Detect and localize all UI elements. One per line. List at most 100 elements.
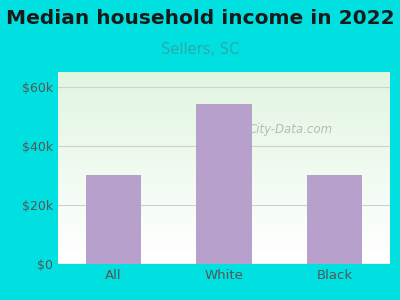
Bar bbox=[58, 178, 390, 179]
Bar bbox=[58, 120, 390, 122]
Bar bbox=[58, 212, 390, 214]
Bar bbox=[58, 89, 390, 91]
Bar bbox=[58, 216, 390, 218]
Bar bbox=[58, 220, 390, 222]
Bar bbox=[58, 230, 390, 231]
Bar bbox=[58, 199, 390, 201]
Bar bbox=[58, 195, 390, 197]
Bar bbox=[58, 162, 390, 164]
Bar bbox=[58, 93, 390, 95]
Bar bbox=[58, 126, 390, 128]
Bar bbox=[58, 174, 390, 176]
Bar bbox=[58, 128, 390, 130]
Bar bbox=[58, 201, 390, 203]
Bar bbox=[58, 176, 390, 178]
Bar bbox=[58, 241, 390, 243]
Bar bbox=[58, 187, 390, 189]
Bar bbox=[58, 258, 390, 260]
Bar bbox=[58, 143, 390, 145]
Bar bbox=[58, 154, 390, 157]
Bar bbox=[58, 260, 390, 262]
Bar bbox=[58, 134, 390, 135]
Bar bbox=[58, 83, 390, 85]
Bar bbox=[58, 226, 390, 227]
Bar bbox=[58, 80, 390, 82]
Bar bbox=[58, 145, 390, 147]
Bar bbox=[58, 124, 390, 126]
Bar bbox=[58, 182, 390, 183]
Bar bbox=[58, 114, 390, 116]
Bar bbox=[58, 185, 390, 187]
Text: Median household income in 2022: Median household income in 2022 bbox=[6, 9, 394, 28]
Bar bbox=[58, 130, 390, 131]
Bar bbox=[58, 158, 390, 160]
Bar bbox=[58, 151, 390, 153]
Bar bbox=[58, 91, 390, 93]
Bar bbox=[58, 164, 390, 166]
Bar bbox=[58, 149, 390, 151]
Bar bbox=[58, 110, 390, 112]
Bar bbox=[58, 118, 390, 120]
Bar bbox=[58, 256, 390, 258]
Bar bbox=[58, 222, 390, 224]
Text: City-Data.com: City-Data.com bbox=[248, 123, 332, 136]
Bar bbox=[58, 131, 390, 134]
Bar bbox=[58, 101, 390, 103]
Bar bbox=[58, 245, 390, 247]
Bar bbox=[58, 218, 390, 220]
Bar bbox=[58, 254, 390, 256]
Bar bbox=[58, 208, 390, 210]
Bar bbox=[58, 137, 390, 139]
Bar bbox=[58, 170, 390, 172]
Bar bbox=[58, 191, 390, 193]
Bar bbox=[58, 235, 390, 237]
Bar bbox=[58, 78, 390, 80]
Bar bbox=[58, 231, 390, 233]
Bar bbox=[58, 109, 390, 110]
Bar bbox=[58, 179, 390, 182]
Bar bbox=[58, 205, 390, 206]
Bar bbox=[58, 76, 390, 78]
Bar bbox=[58, 206, 390, 208]
Bar bbox=[58, 99, 390, 101]
Bar bbox=[58, 250, 390, 253]
Bar bbox=[58, 97, 390, 99]
Bar bbox=[58, 247, 390, 249]
Bar bbox=[58, 189, 390, 191]
Bar bbox=[58, 72, 390, 74]
Bar bbox=[58, 157, 390, 158]
Bar bbox=[58, 233, 390, 235]
Bar bbox=[58, 243, 390, 245]
Bar bbox=[58, 122, 390, 124]
Bar bbox=[58, 103, 390, 105]
Text: Sellers, SC: Sellers, SC bbox=[161, 42, 239, 57]
Bar bbox=[58, 95, 390, 97]
Bar bbox=[58, 239, 390, 241]
Bar bbox=[58, 237, 390, 239]
Bar bbox=[58, 214, 390, 216]
Bar bbox=[58, 153, 390, 154]
Bar bbox=[58, 249, 390, 250]
Bar bbox=[58, 105, 390, 106]
Bar bbox=[307, 176, 362, 264]
Bar bbox=[58, 193, 390, 195]
Bar bbox=[58, 87, 390, 89]
Bar bbox=[58, 147, 390, 149]
Bar bbox=[58, 253, 390, 254]
Bar bbox=[58, 139, 390, 141]
Bar bbox=[58, 197, 390, 199]
Bar bbox=[58, 210, 390, 212]
Bar bbox=[86, 176, 141, 264]
Bar bbox=[58, 172, 390, 174]
Bar bbox=[58, 224, 390, 226]
Bar bbox=[58, 106, 390, 109]
Bar bbox=[58, 160, 390, 162]
Bar bbox=[58, 202, 390, 205]
Bar bbox=[58, 141, 390, 143]
Bar bbox=[58, 168, 390, 170]
Bar bbox=[58, 166, 390, 168]
Bar bbox=[58, 85, 390, 87]
Bar bbox=[58, 74, 390, 76]
Bar bbox=[58, 262, 390, 264]
Bar bbox=[58, 112, 390, 114]
